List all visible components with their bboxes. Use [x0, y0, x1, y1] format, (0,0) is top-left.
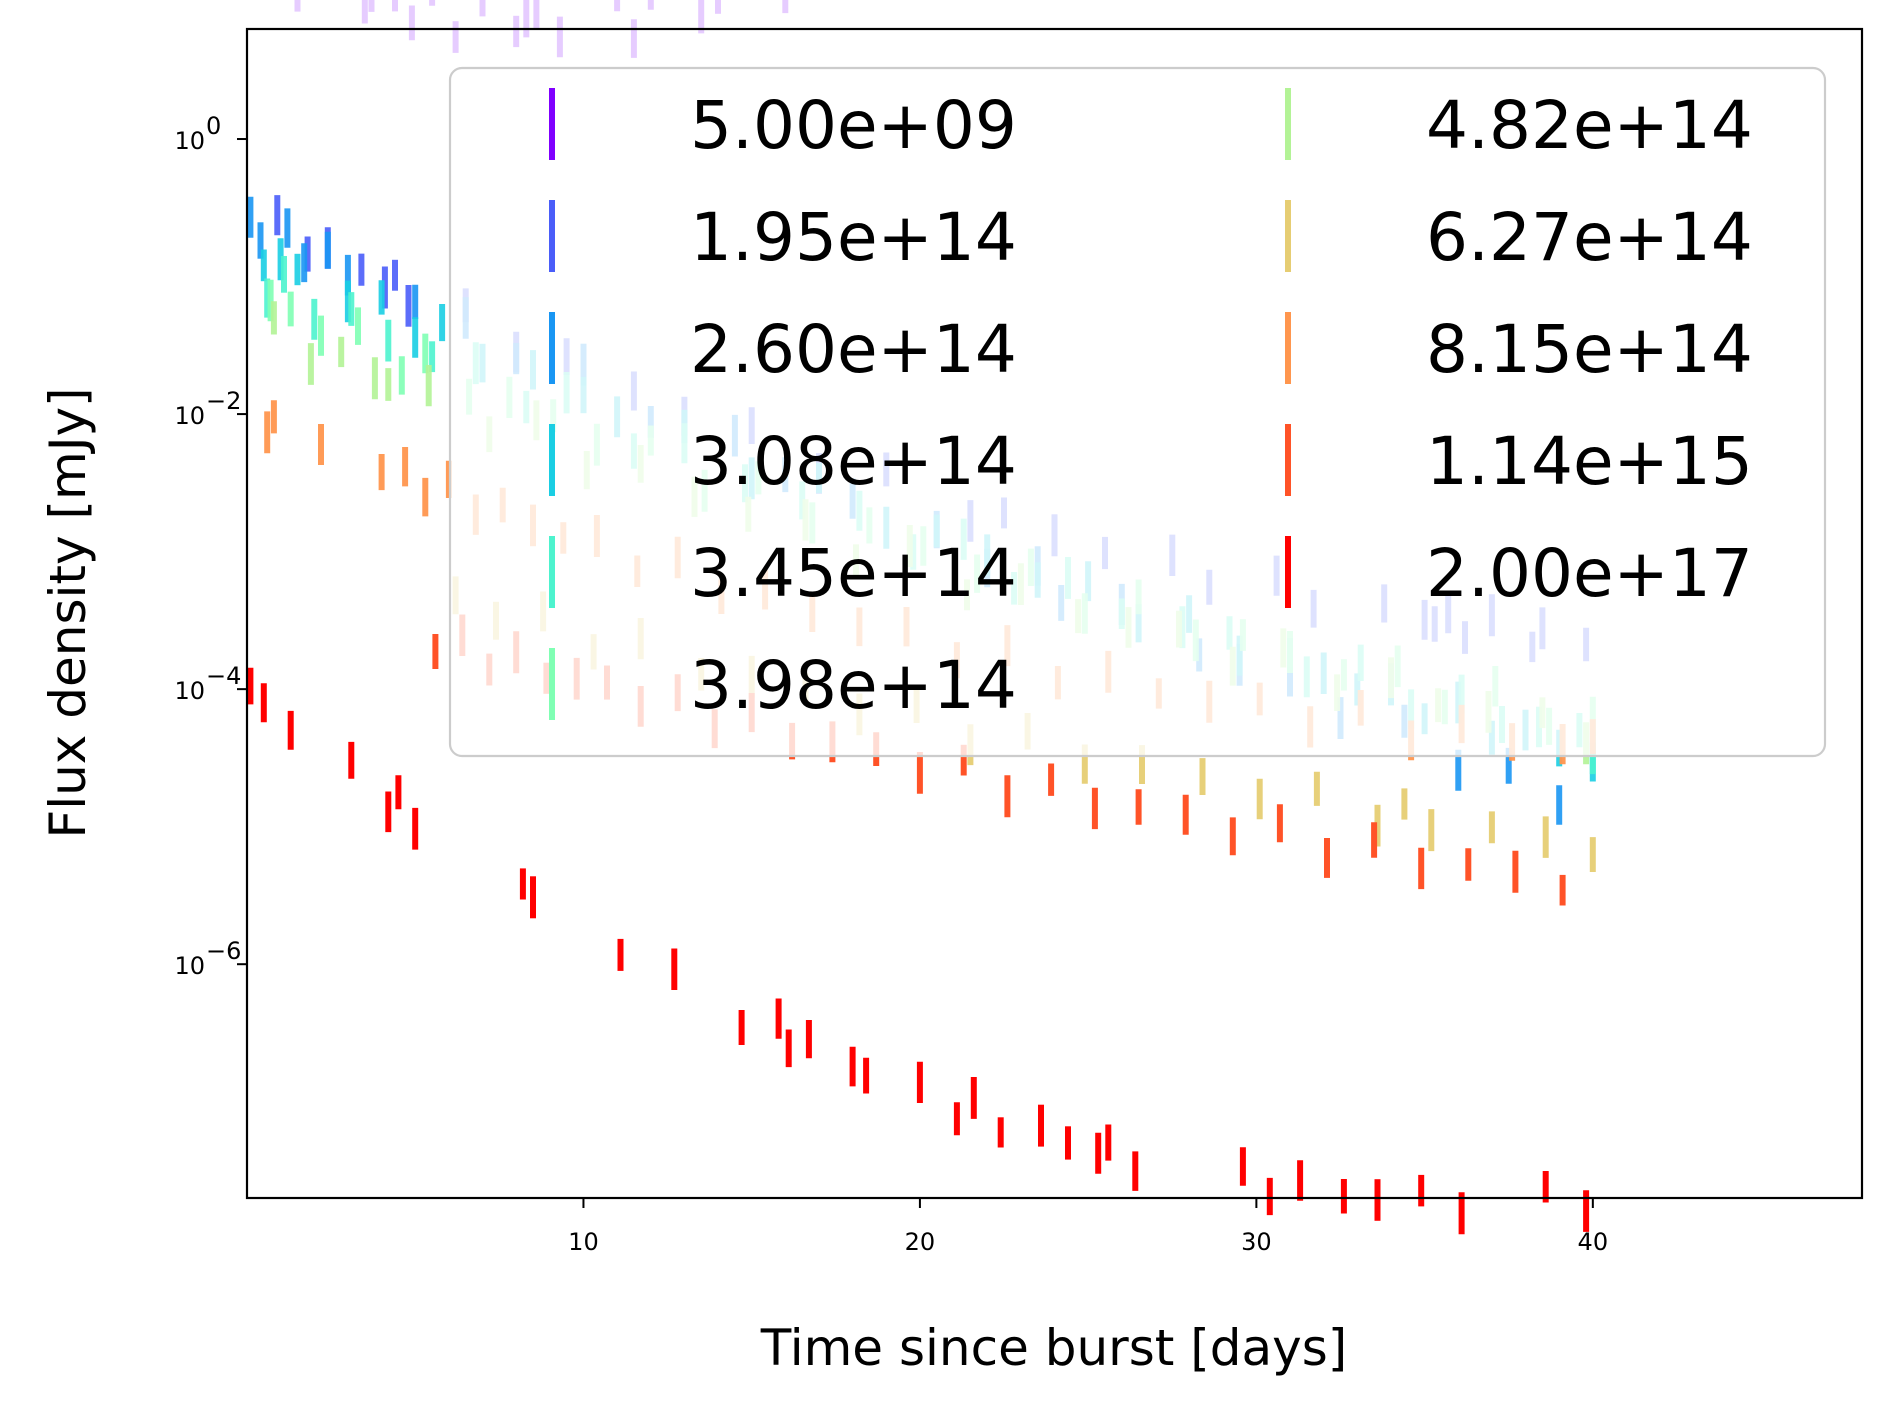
y-tick-label: 10 — [174, 127, 205, 155]
legend: 5.00e+09 1.95e+14 2.60e+14 3.08e+14 3.45e+14… — [448, 66, 1827, 758]
legend-item-3.45e+14: 3.45e+14 — [549, 535, 1017, 612]
x-tick-label: 30 — [1241, 1228, 1272, 1256]
legend-frame — [448, 66, 1827, 758]
y-tick-exponent: −6 — [206, 937, 241, 965]
legend-label: 5.00e+09 — [690, 87, 1017, 164]
legend-label: 4.82e+14 — [1426, 87, 1753, 164]
legend-label: 3.08e+14 — [690, 423, 1017, 500]
series-2.00e+17 — [247, 667, 1590, 1235]
legend-item-1.95e+14: 1.95e+14 — [549, 199, 1017, 276]
legend-label: 2.00e+17 — [1426, 535, 1753, 612]
y-tick-exponent: −4 — [206, 662, 241, 690]
y-tick-exponent: −2 — [206, 387, 241, 415]
series-5.00e+09 — [294, 0, 789, 58]
legend-item-8.15e+14: 8.15e+14 — [1285, 311, 1753, 388]
legend-item-3.98e+14: 3.98e+14 — [549, 647, 1017, 724]
y-tick-label: 10 — [174, 677, 205, 705]
y-tick-label: 10 — [174, 402, 205, 430]
legend-label: 6.27e+14 — [1426, 199, 1753, 276]
legend-items: 5.00e+09 1.95e+14 2.60e+14 3.08e+14 3.45e+14… — [549, 87, 1753, 724]
x-tick-label: 20 — [905, 1228, 936, 1256]
x-axis-label: Time since burst [days] — [760, 1319, 1348, 1377]
legend-label: 2.60e+14 — [690, 311, 1017, 388]
legend-item-1.14e+15: 1.14e+15 — [1285, 423, 1753, 500]
y-tick-exponent: 0 — [206, 112, 221, 140]
legend-item-6.27e+14: 6.27e+14 — [1285, 199, 1753, 276]
x-tick-label: 10 — [568, 1228, 599, 1256]
plot-frame — [245, 27, 1864, 1200]
legend-label: 3.98e+14 — [690, 647, 1017, 724]
legend-item-5.00e+09: 5.00e+09 — [549, 87, 1017, 164]
y-axis-label: Flux density [mJy] — [39, 387, 97, 838]
legend-label: 1.14e+15 — [1426, 423, 1753, 500]
legend-label: 3.45e+14 — [690, 535, 1017, 612]
legend-item-2.60e+14: 2.60e+14 — [549, 311, 1017, 388]
y-tick-label: 10 — [174, 952, 205, 980]
legend-item-2.00e+17: 2.00e+17 — [1285, 535, 1753, 612]
legend-item-4.82e+14: 4.82e+14 — [1285, 87, 1753, 164]
legend-item-3.08e+14: 3.08e+14 — [549, 423, 1017, 500]
legend-label: 8.15e+14 — [1426, 311, 1753, 388]
x-tick-label: 40 — [1578, 1228, 1609, 1256]
legend-label: 1.95e+14 — [690, 199, 1017, 276]
